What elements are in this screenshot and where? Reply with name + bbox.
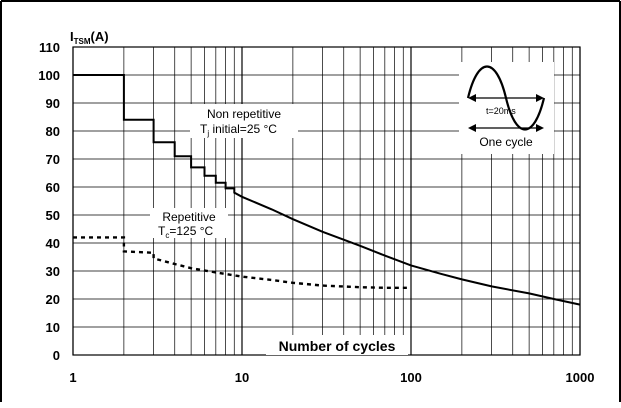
- non-repetitive-label: Non repetitive: [207, 107, 281, 121]
- x-axis-label: Number of cycles: [279, 338, 396, 354]
- y-tick-label: 0: [53, 348, 60, 363]
- x-tick-label: 10: [235, 370, 249, 385]
- cycle-arrow-right-icon: [536, 124, 544, 132]
- x-tick-labels: 1 10 100 1000: [69, 370, 594, 385]
- cycle-arrow-left-icon: [468, 124, 476, 132]
- y-tick-label: 10: [46, 320, 60, 335]
- cycle-label: One cycle: [479, 135, 533, 149]
- y-axis-label: ITSM(A): [70, 29, 109, 46]
- series-non-repetitive: [73, 74, 581, 306]
- x-tick-label: 100: [400, 370, 422, 385]
- repetitive-label: Repetitive: [162, 210, 216, 224]
- non-repetitive-label-bg: [190, 104, 298, 138]
- y-tick-label: 60: [46, 180, 60, 195]
- y-tick-label: 70: [46, 152, 60, 167]
- x-axis-label-bg: [266, 335, 408, 355]
- y-tick-label: 50: [46, 208, 60, 223]
- period-label: t=20ms: [486, 106, 516, 116]
- x-tick-label: 1: [69, 370, 76, 385]
- y-tick-label: 80: [46, 124, 60, 139]
- arrow-left-icon: [468, 94, 476, 102]
- y-tick-label: 90: [46, 96, 60, 111]
- repetitive-label-bg: [150, 208, 228, 238]
- arrow-right-icon: [536, 94, 544, 102]
- y-tick-label: 100: [38, 68, 60, 83]
- one-cycle-inset: t=20ms One cycle: [459, 62, 554, 154]
- series-repetitive: [73, 236, 411, 289]
- y-tick-label: 40: [46, 236, 60, 251]
- y-tick-labels: 0 10 20 30 40 50 60 70 80 90 100 110: [38, 40, 60, 363]
- non-repetitive-condition: Tj initial=25 °C: [200, 122, 277, 138]
- y-tick-label: 20: [46, 292, 60, 307]
- repetitive-condition: Tc=125 °C: [158, 224, 214, 240]
- x-tick-label: 1000: [566, 370, 595, 385]
- y-tick-label: 110: [39, 40, 60, 55]
- series-layer: [73, 74, 581, 306]
- y-tick-label: 30: [46, 264, 60, 279]
